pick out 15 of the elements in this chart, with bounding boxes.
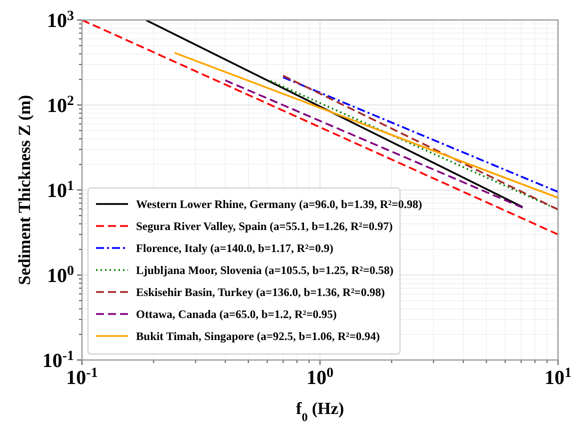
y-tick-label: 10$^{1}$	[47, 178, 74, 202]
x-tick-label: 10$^{1}$	[544, 366, 572, 389]
y-tick-label: 10$^{0}$	[47, 264, 74, 287]
legend-label: Ljubljana Moor, Slovenia (a=105.5, b=1.25, R²=0.58)	[136, 265, 394, 277]
x-tick-label: 10$^{0}$	[306, 366, 334, 389]
y-tick-label: 10$^{2}$	[47, 94, 74, 117]
y-tick-label: 10$^{3}$	[47, 8, 74, 32]
legend-label: Eskisehir Basin, Turkey (a=136.0, b=1.36, R²=0.98)	[136, 287, 385, 299]
legend-label: Segura River Valley, Spain (a=55.1, b=1.26, R²=0.97)	[136, 221, 393, 233]
x-axis-title: f$_{0}$ (Hz)	[296, 399, 344, 424]
y-axis-title: Sediment Thickness Z (m)	[15, 94, 34, 286]
legend-label: Florence, Italy (a=140.0, b=1.17, R²=0.9)	[136, 243, 334, 255]
legend-label: Bukit Timah, Singapore (a=92.5, b=1.06, R²=0.94)	[136, 331, 380, 343]
legend-label: Western Lower Rhine, Germany (a=96.0, b=1.39, R²=0.98)	[136, 199, 422, 211]
legend-label: Ottawa, Canada (a=65.0, b=1.2, R²=0.95)	[136, 309, 337, 321]
